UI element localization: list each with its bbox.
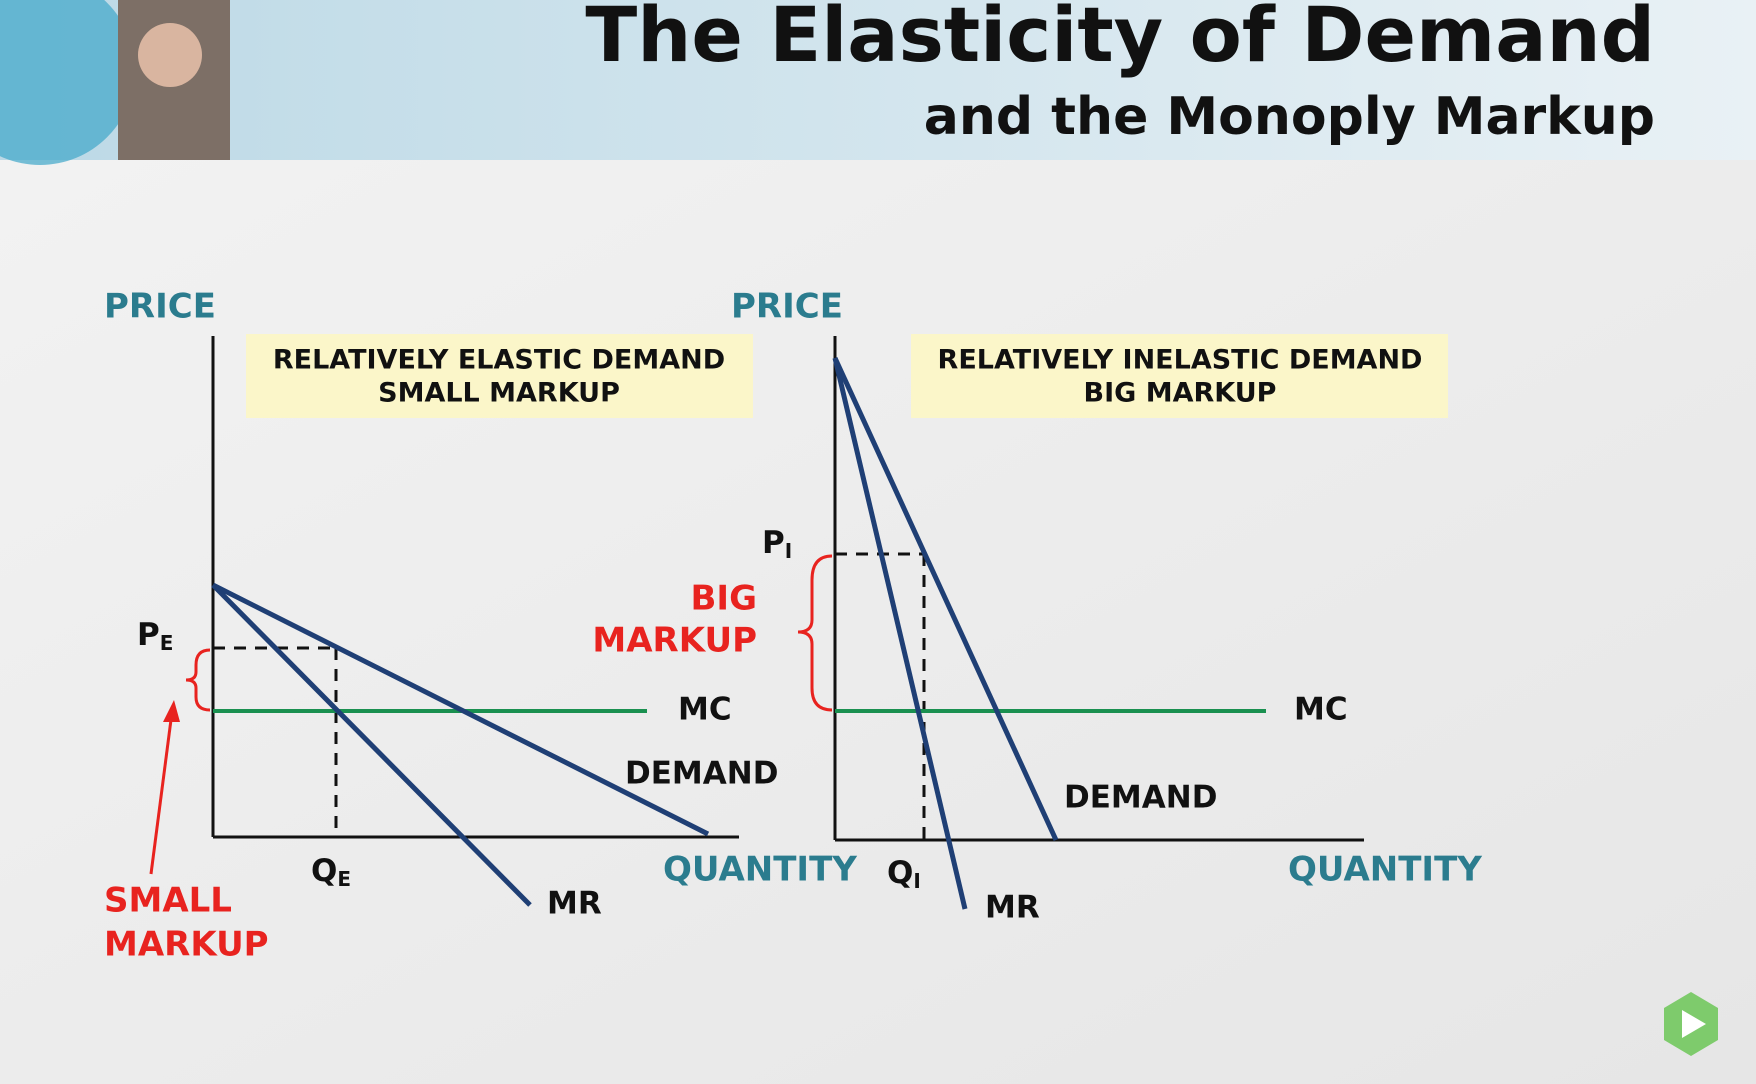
markup-text: SMALL [104, 881, 232, 921]
quantity-label: QE [311, 853, 351, 891]
mr-line [832, 357, 968, 910]
demand-label: DEMAND [1064, 780, 1217, 816]
quantity-label: QI [887, 855, 921, 893]
price-subscript: E [160, 631, 174, 655]
box-line: SMALL MARKUP [378, 378, 620, 409]
y-axis-label: PRICE [731, 287, 843, 327]
label-box [911, 334, 1448, 418]
subtitle: and the Monoply Markup [924, 87, 1655, 147]
presenter-face [138, 23, 202, 87]
demand-line [211, 582, 710, 837]
price-label: PE [137, 617, 173, 655]
markup-text: MARKUP [592, 621, 757, 661]
x-axis-label: QUANTITY [1288, 850, 1482, 890]
box-line: BIG MARKUP [1084, 378, 1277, 409]
markup-brace [797, 554, 833, 712]
box-line: RELATIVELY ELASTIC DEMAND [273, 345, 725, 376]
play-button[interactable] [1664, 992, 1718, 1056]
mc-label: MC [678, 692, 732, 728]
price-subscript: I [785, 539, 792, 563]
markup-brace [185, 648, 211, 712]
background [0, 160, 1756, 1084]
label-box [246, 334, 753, 418]
markup-text: MARKUP [104, 925, 269, 965]
markup-arrow [149, 711, 174, 875]
quantity-subscript: E [337, 867, 351, 891]
title: The Elasticity of Demand [585, 0, 1655, 79]
quantity-symbol: Q [311, 853, 337, 889]
y-axis-label: PRICE [104, 287, 216, 327]
box-line: RELATIVELY INELASTIC DEMAND [938, 345, 1423, 376]
price-label: PI [762, 525, 792, 563]
markup-text: BIG [691, 579, 757, 619]
mr-line [211, 583, 532, 907]
globe [0, 0, 135, 165]
play-icon[interactable] [1682, 1010, 1706, 1038]
panel-left: PRICE RELATIVELY ELASTIC DEMAND SMALL MA… [104, 287, 857, 965]
mr-label: MR [547, 886, 602, 922]
price-symbol: P [762, 525, 785, 561]
quantity-subscript: I [913, 869, 920, 893]
mr-label: MR [985, 890, 1040, 926]
panel-right: PRICE RELATIVELY INELASTIC DEMAND BIG MA… [592, 287, 1482, 926]
demand-label: DEMAND [625, 756, 778, 792]
arrow-head [163, 700, 180, 722]
header-band [0, 0, 1756, 160]
mc-label: MC [1294, 692, 1348, 728]
demand-line [832, 356, 1059, 842]
quantity-symbol: Q [887, 855, 913, 891]
x-axis-label: QUANTITY [663, 850, 857, 890]
price-symbol: P [137, 617, 160, 653]
